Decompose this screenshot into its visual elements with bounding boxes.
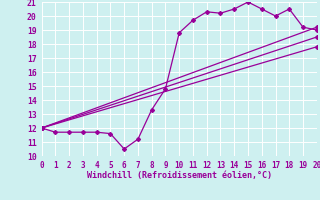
X-axis label: Windchill (Refroidissement éolien,°C): Windchill (Refroidissement éolien,°C) — [87, 171, 272, 180]
